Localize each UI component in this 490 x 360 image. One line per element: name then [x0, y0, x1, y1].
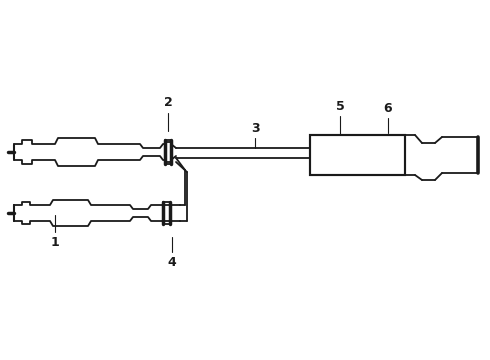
- Text: 6: 6: [384, 102, 392, 114]
- Text: 3: 3: [251, 122, 259, 135]
- Text: 1: 1: [50, 235, 59, 248]
- Text: 4: 4: [168, 256, 176, 269]
- Bar: [310, 135, 405, 175]
- Text: 5: 5: [336, 99, 344, 112]
- Text: 2: 2: [164, 96, 172, 109]
